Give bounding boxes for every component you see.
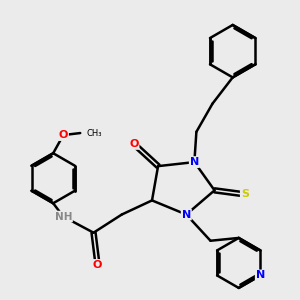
Text: O: O — [58, 130, 68, 140]
Text: NH: NH — [55, 212, 72, 222]
Text: N: N — [256, 270, 265, 280]
Text: N: N — [182, 209, 191, 220]
Text: N: N — [190, 157, 199, 167]
Text: O: O — [93, 260, 102, 270]
Text: S: S — [241, 189, 249, 200]
Text: O: O — [129, 139, 139, 149]
Text: CH₃: CH₃ — [86, 129, 102, 138]
